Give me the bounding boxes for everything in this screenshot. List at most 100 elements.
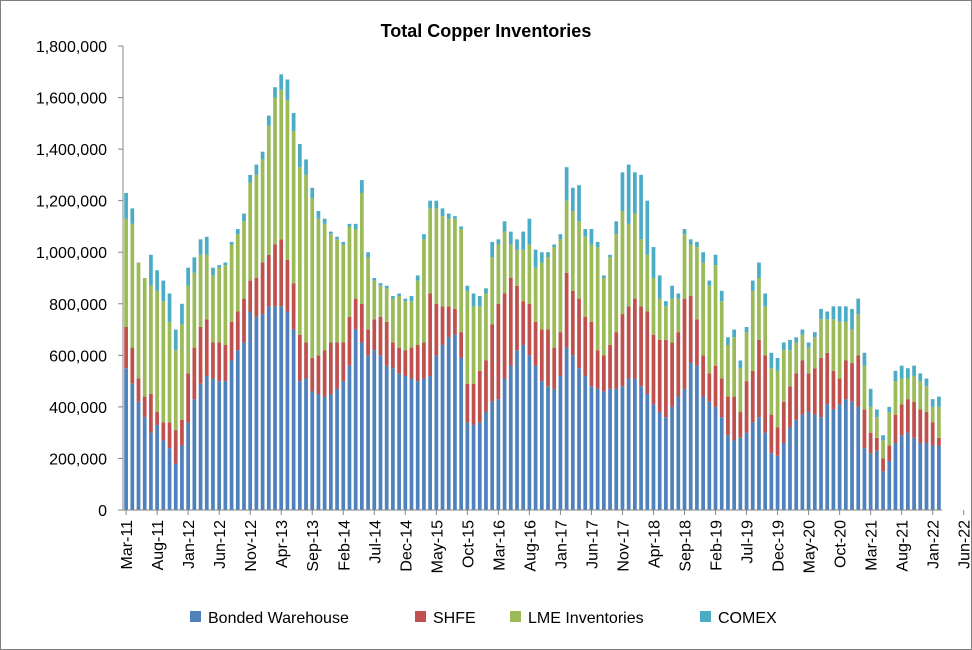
bar-segment-lme-inventories bbox=[149, 285, 153, 394]
bar-segment-shfe bbox=[186, 373, 191, 423]
bar-segment-shfe bbox=[322, 350, 327, 397]
bar-segment-lme-inventories bbox=[335, 239, 339, 343]
bar-segment-lme-inventories bbox=[484, 293, 488, 361]
bar-segment-lme-inventories bbox=[937, 406, 941, 438]
bar-segment-comex bbox=[893, 370, 898, 382]
bar-segment-comex bbox=[310, 187, 315, 199]
bar-segment-shfe bbox=[881, 458, 885, 472]
bar-segment-bonded-warehouse bbox=[242, 342, 246, 510]
bar-segment-lme-inventories bbox=[887, 412, 892, 446]
legend-label: COMEX bbox=[718, 610, 777, 627]
bar-segment-lme-inventories bbox=[353, 229, 358, 299]
bar-segment-comex bbox=[645, 200, 650, 255]
bar-segment-lme-inventories bbox=[614, 234, 619, 333]
bar-segment-shfe bbox=[149, 394, 153, 433]
bar-segment-lme-inventories bbox=[645, 254, 650, 312]
bar-segment-shfe bbox=[434, 303, 439, 356]
bar-segment-lme-inventories bbox=[676, 298, 681, 333]
bar-segment-comex bbox=[477, 296, 482, 307]
bar-segment-shfe bbox=[825, 352, 830, 405]
bar-segment-comex bbox=[744, 326, 749, 333]
bar-segment-comex bbox=[515, 239, 519, 250]
bar-segment-comex bbox=[422, 234, 426, 240]
bar-segment-bonded-warehouse bbox=[136, 401, 141, 510]
bar-segment-shfe bbox=[688, 296, 693, 364]
bar-segment-bonded-warehouse bbox=[527, 355, 532, 510]
bar-segment-bonded-warehouse bbox=[198, 383, 203, 510]
bar-segment-lme-inventories bbox=[874, 417, 879, 438]
bar-segment-shfe bbox=[868, 432, 873, 454]
bar-segment-comex bbox=[614, 221, 619, 235]
bar-segment-bonded-warehouse bbox=[614, 388, 619, 510]
bar-segment-lme-inventories bbox=[366, 257, 370, 330]
bar-segment-shfe bbox=[446, 306, 451, 338]
bar-segment-lme-inventories bbox=[384, 288, 389, 322]
bar-segment-comex bbox=[794, 337, 799, 343]
bar-segment-comex bbox=[204, 236, 209, 255]
x-tick-label: Jul-19 bbox=[740, 520, 757, 564]
bar-segment-comex bbox=[192, 257, 197, 273]
bar-segment-bonded-warehouse bbox=[707, 401, 712, 510]
bar-segment-bonded-warehouse bbox=[657, 412, 662, 510]
bar-segment-shfe bbox=[366, 329, 370, 356]
x-tick-label: Jun-17 bbox=[584, 520, 601, 569]
bar-segment-lme-inventories bbox=[322, 223, 327, 351]
bar-segment-bonded-warehouse bbox=[918, 442, 923, 510]
bar-segment-lme-inventories bbox=[744, 332, 749, 382]
bar-segment-comex bbox=[651, 247, 656, 278]
bar-segment-bonded-warehouse bbox=[781, 442, 786, 510]
bar-segment-bonded-warehouse bbox=[664, 417, 668, 510]
bar-segment-comex bbox=[397, 293, 401, 297]
bar-segment-lme-inventories bbox=[552, 247, 557, 348]
bar-segment-shfe bbox=[167, 422, 172, 449]
bar-segment-comex bbox=[484, 288, 488, 294]
bar-segment-shfe bbox=[583, 316, 588, 376]
bar-segment-comex bbox=[453, 216, 457, 219]
bar-segment-shfe bbox=[279, 239, 284, 307]
bar-segment-shfe bbox=[223, 345, 228, 382]
bar-segment-lme-inventories bbox=[825, 319, 830, 353]
bar-segment-lme-inventories bbox=[440, 216, 445, 307]
bar-segment-comex bbox=[763, 293, 768, 307]
bar-segment-bonded-warehouse bbox=[223, 381, 228, 510]
bar-segment-bonded-warehouse bbox=[304, 378, 308, 510]
bar-segment-shfe bbox=[843, 360, 848, 400]
bar-segment-bonded-warehouse bbox=[539, 381, 544, 510]
bar-segment-shfe bbox=[899, 404, 904, 436]
bar-segment-shfe bbox=[527, 303, 532, 356]
bar-segment-bonded-warehouse bbox=[167, 448, 172, 510]
x-tick-label: Mar-21 bbox=[864, 520, 881, 571]
bar-segment-comex bbox=[254, 164, 259, 175]
bar-segment-bonded-warehouse bbox=[893, 442, 898, 510]
bar-segment-lme-inventories bbox=[459, 229, 464, 333]
bar-segment-bonded-warehouse bbox=[248, 311, 253, 510]
bar-segment-bonded-warehouse bbox=[273, 306, 277, 510]
bar-segment-comex bbox=[291, 113, 296, 132]
bar-segment-lme-inventories bbox=[881, 440, 885, 459]
bar-segment-lme-inventories bbox=[682, 234, 687, 299]
bar-segment-bonded-warehouse bbox=[633, 378, 637, 510]
bar-segment-bonded-warehouse bbox=[726, 435, 730, 510]
bar-segment-bonded-warehouse bbox=[695, 365, 699, 510]
bar-segment-shfe bbox=[341, 342, 346, 382]
bar-segment-bonded-warehouse bbox=[639, 386, 643, 510]
bar-segment-lme-inventories bbox=[161, 301, 166, 423]
bar-segment-bonded-warehouse bbox=[862, 448, 867, 510]
bar-segment-shfe bbox=[620, 314, 625, 387]
bar-segment-shfe bbox=[856, 355, 861, 407]
bar-segment-lme-inventories bbox=[291, 131, 296, 284]
bar-segment-shfe bbox=[893, 414, 898, 443]
x-tick-label: Sep-18 bbox=[678, 520, 695, 572]
bar-segment-comex bbox=[279, 74, 284, 90]
bar-segment-shfe bbox=[676, 332, 681, 397]
bar-segment-bonded-warehouse bbox=[155, 424, 159, 510]
bar-segment-comex bbox=[899, 365, 904, 379]
bar-segment-comex bbox=[322, 218, 327, 224]
bar-segment-bonded-warehouse bbox=[620, 386, 625, 510]
bar-segment-lme-inventories bbox=[583, 236, 588, 317]
bar-segment-shfe bbox=[719, 378, 724, 418]
bar-segment-shfe bbox=[502, 293, 507, 379]
bar-segment-bonded-warehouse bbox=[508, 365, 513, 510]
bar-segment-lme-inventories bbox=[316, 218, 321, 356]
bar-segment-lme-inventories bbox=[521, 249, 526, 302]
